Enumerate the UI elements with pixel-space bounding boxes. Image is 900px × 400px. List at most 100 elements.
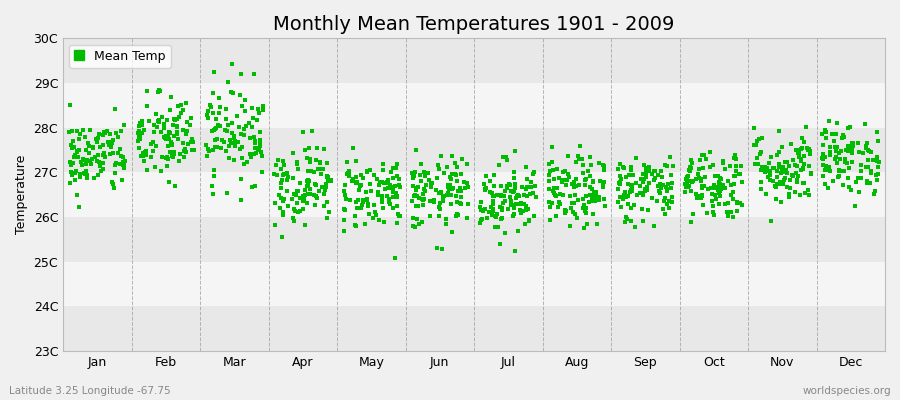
Point <box>385 186 400 192</box>
Point <box>750 155 764 161</box>
Point <box>79 161 94 167</box>
Point <box>221 142 236 149</box>
Point <box>798 124 813 130</box>
Point <box>514 210 528 216</box>
Point <box>500 182 515 189</box>
Point <box>206 190 220 197</box>
Point <box>680 180 694 187</box>
Point <box>312 158 327 165</box>
Point <box>286 191 301 197</box>
Point <box>815 152 830 159</box>
Point <box>303 186 318 192</box>
Point <box>436 193 450 199</box>
Point <box>255 153 269 159</box>
Point <box>448 172 463 178</box>
Point <box>153 88 167 94</box>
Point <box>150 124 165 130</box>
Point <box>348 158 363 164</box>
Point <box>625 182 639 188</box>
Point <box>572 182 586 188</box>
Point <box>625 182 639 189</box>
Point <box>656 206 670 212</box>
Point <box>635 171 650 177</box>
Point <box>684 188 698 194</box>
Point <box>771 164 786 170</box>
Point <box>503 198 517 205</box>
Point <box>617 165 632 171</box>
Point <box>229 140 243 147</box>
Point <box>234 196 248 203</box>
Point <box>695 183 709 189</box>
Point <box>566 200 580 207</box>
Point <box>448 160 463 166</box>
Point <box>431 166 446 172</box>
Point <box>762 169 777 175</box>
Point <box>417 169 431 176</box>
Point <box>388 183 402 189</box>
Point <box>788 189 802 195</box>
Point <box>555 192 570 198</box>
Point <box>323 177 338 183</box>
Point <box>166 116 181 122</box>
Point <box>360 200 374 207</box>
Point <box>700 210 715 216</box>
Point <box>730 199 744 205</box>
Point <box>230 113 245 119</box>
Point <box>388 255 402 261</box>
Point <box>644 171 659 177</box>
Point <box>496 153 510 160</box>
Point <box>774 181 788 187</box>
Point <box>349 223 364 230</box>
Point <box>545 167 560 173</box>
Point <box>706 202 720 209</box>
Point <box>234 131 248 138</box>
Point <box>248 71 262 77</box>
Point <box>629 154 643 161</box>
Point <box>567 200 581 206</box>
Point <box>186 139 201 145</box>
Point <box>823 144 837 150</box>
Point <box>214 145 229 152</box>
Point <box>166 132 181 139</box>
Point <box>202 102 217 108</box>
Point <box>389 190 403 196</box>
Point <box>512 207 526 214</box>
Point <box>302 182 316 189</box>
Point <box>392 182 406 188</box>
Point <box>588 198 602 204</box>
Point <box>546 189 561 196</box>
Point <box>301 200 315 206</box>
Point <box>277 170 292 177</box>
Point <box>158 154 173 161</box>
Point <box>277 196 292 202</box>
Point <box>804 170 818 176</box>
Point <box>634 190 648 196</box>
Point <box>140 103 154 110</box>
Point <box>97 129 112 135</box>
Point <box>582 199 597 206</box>
Point <box>444 192 458 199</box>
Point <box>776 181 790 187</box>
Point <box>95 152 110 158</box>
Point <box>789 179 804 185</box>
Point <box>200 112 214 118</box>
Point <box>660 201 674 207</box>
Point <box>234 71 248 77</box>
Point <box>721 212 735 219</box>
Point <box>650 198 664 205</box>
Point <box>104 144 118 150</box>
Point <box>655 182 670 188</box>
Point <box>375 167 390 173</box>
Point <box>546 176 561 182</box>
Point <box>144 140 158 147</box>
Point <box>544 216 558 223</box>
Point <box>161 143 176 149</box>
Point <box>445 152 459 159</box>
Point <box>201 108 215 114</box>
Point <box>159 154 174 160</box>
Point <box>680 174 694 180</box>
Point <box>830 120 844 126</box>
Point <box>298 222 312 228</box>
Point <box>590 221 604 227</box>
Point <box>430 245 445 251</box>
